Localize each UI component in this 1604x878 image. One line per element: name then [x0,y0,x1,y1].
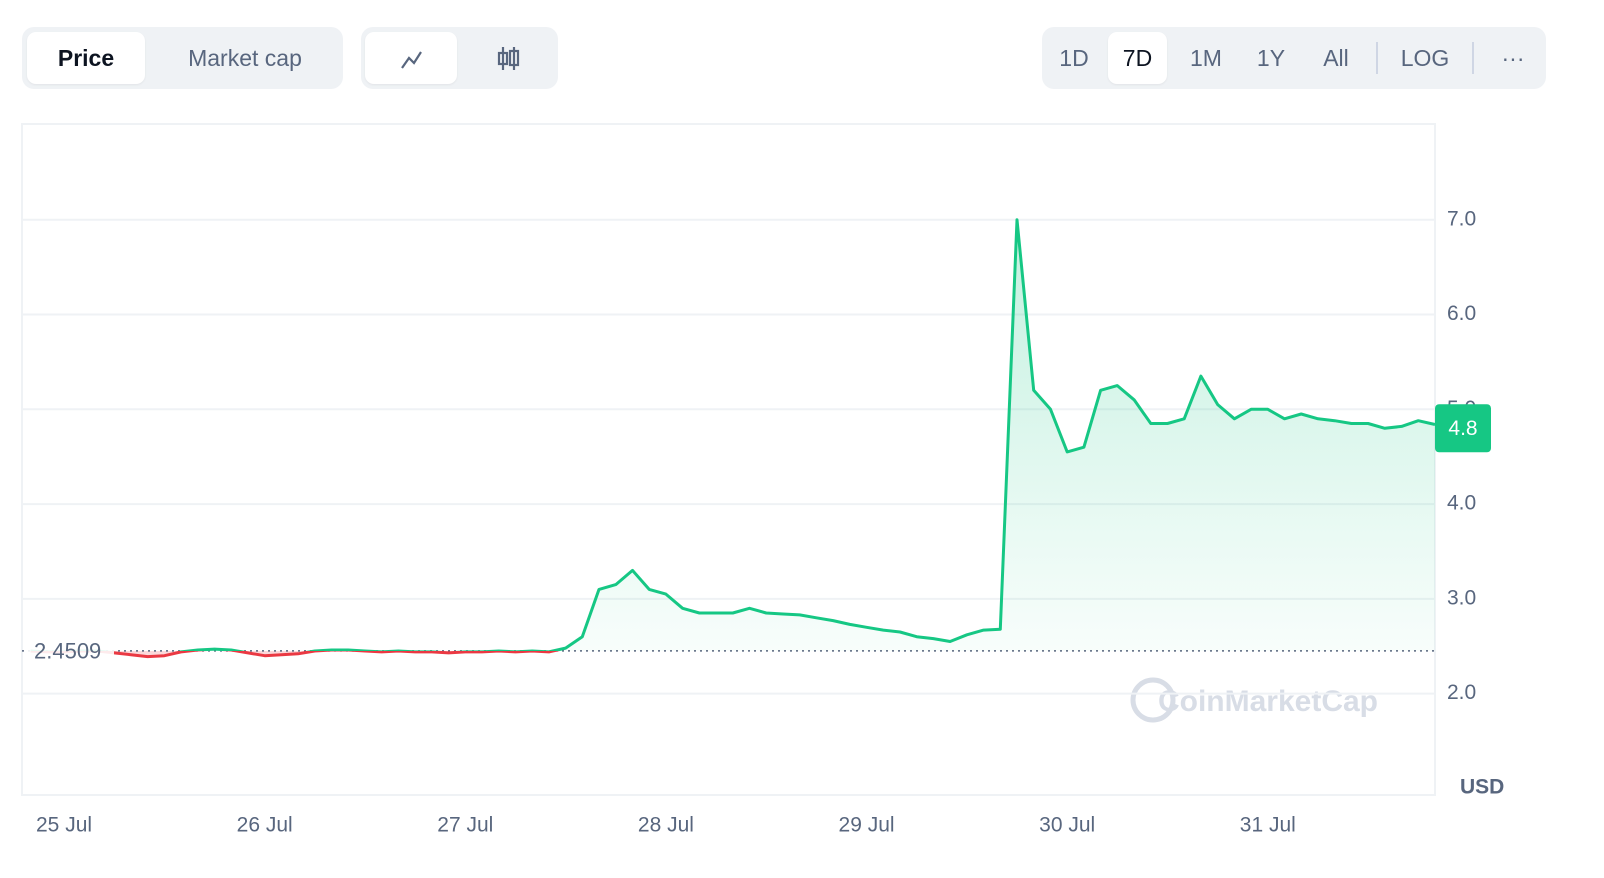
x-tick-label: 25 Jul [36,814,92,837]
current-value-badge [1435,404,1491,453]
y-tick-label: 7.0 [1447,207,1476,230]
separator [1472,42,1474,74]
watermark-logo [1130,677,1176,723]
watermark: CoinMarketCap [1158,685,1378,718]
y-unit: USD [1460,776,1504,799]
tab-market-cap[interactable]: Market cap [188,45,302,71]
baseline-label-bg [26,636,114,665]
range-1d[interactable]: 1D [1059,45,1089,71]
tab-price[interactable]: Price [27,32,145,84]
y-tick-label: 3.0 [1447,586,1476,609]
separator [1376,42,1378,74]
y-tick-label: 2.0 [1447,681,1476,704]
range-1m[interactable]: 1M [1190,45,1222,71]
x-tick-label: 26 Jul [237,814,293,837]
x-tick-label: 28 Jul [638,814,694,837]
y-tick-label: 6.0 [1447,302,1476,325]
chart-style-tabs [361,27,558,89]
x-tick-label: 27 Jul [437,814,493,837]
x-tick-label: 29 Jul [839,814,895,837]
range-1y[interactable]: 1Y [1256,45,1286,71]
candle-style-button[interactable] [462,32,554,84]
y-tick-label: 5.0 [1447,397,1476,420]
range-all[interactable]: All [1323,45,1349,71]
more-button[interactable]: ··· [1501,45,1525,71]
range-7d[interactable]: 7D [1108,32,1167,84]
current-value-label: 4.8 [1448,417,1477,440]
baseline-label: 2.4509 [34,639,101,664]
plot-frame [21,123,1436,796]
log-toggle[interactable]: LOG [1400,45,1450,71]
metric-tabs: Price Market cap [22,27,343,89]
candle-icon [497,47,520,70]
line-icon [401,51,422,69]
price-area [30,219,1436,657]
x-tick-label: 30 Jul [1039,814,1095,837]
range-tabs: 1D 7D 1M 1Y All LOG ··· [1042,27,1546,89]
price-line [30,218,1436,659]
x-tick-label: 31 Jul [1240,814,1296,837]
line-style-button[interactable] [365,32,457,84]
y-tick-label: 4.0 [1447,492,1476,515]
